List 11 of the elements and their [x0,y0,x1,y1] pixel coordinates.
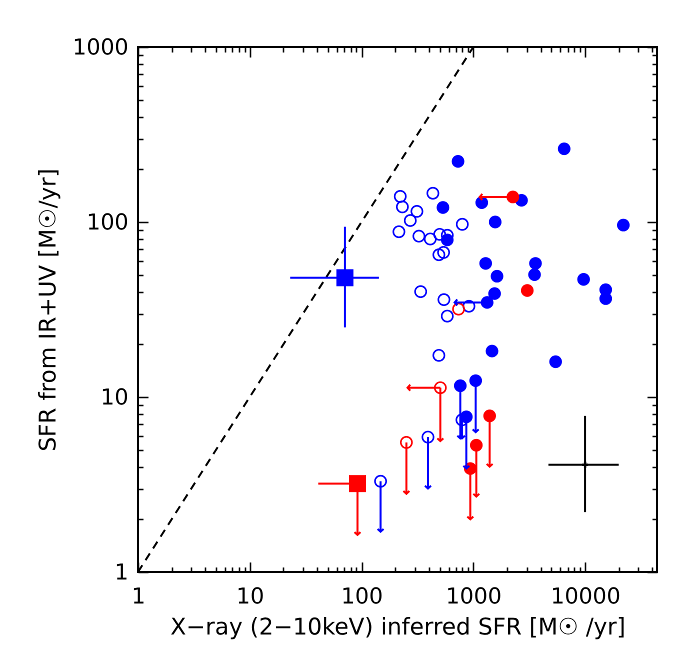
y-tick-label: 100 [86,210,128,236]
y-tick-label: 1000 [72,36,128,60]
x-tick-label: 100 [341,584,384,610]
y-tick-label: 1 [114,560,128,586]
x-tick-label: 1000 [446,584,502,610]
x-tick-label: 10000 [550,584,621,610]
x-tick-label: 1 [132,584,146,610]
x-axis-title: X−ray (2−10keV) inferred SFR [M☉ /yr] [170,614,626,640]
y-axis-title: SFR from IR+UV [M☉/yr] [36,168,62,452]
x-tick-label: 10 [236,584,264,610]
y-tick-label: 10 [100,386,128,410]
